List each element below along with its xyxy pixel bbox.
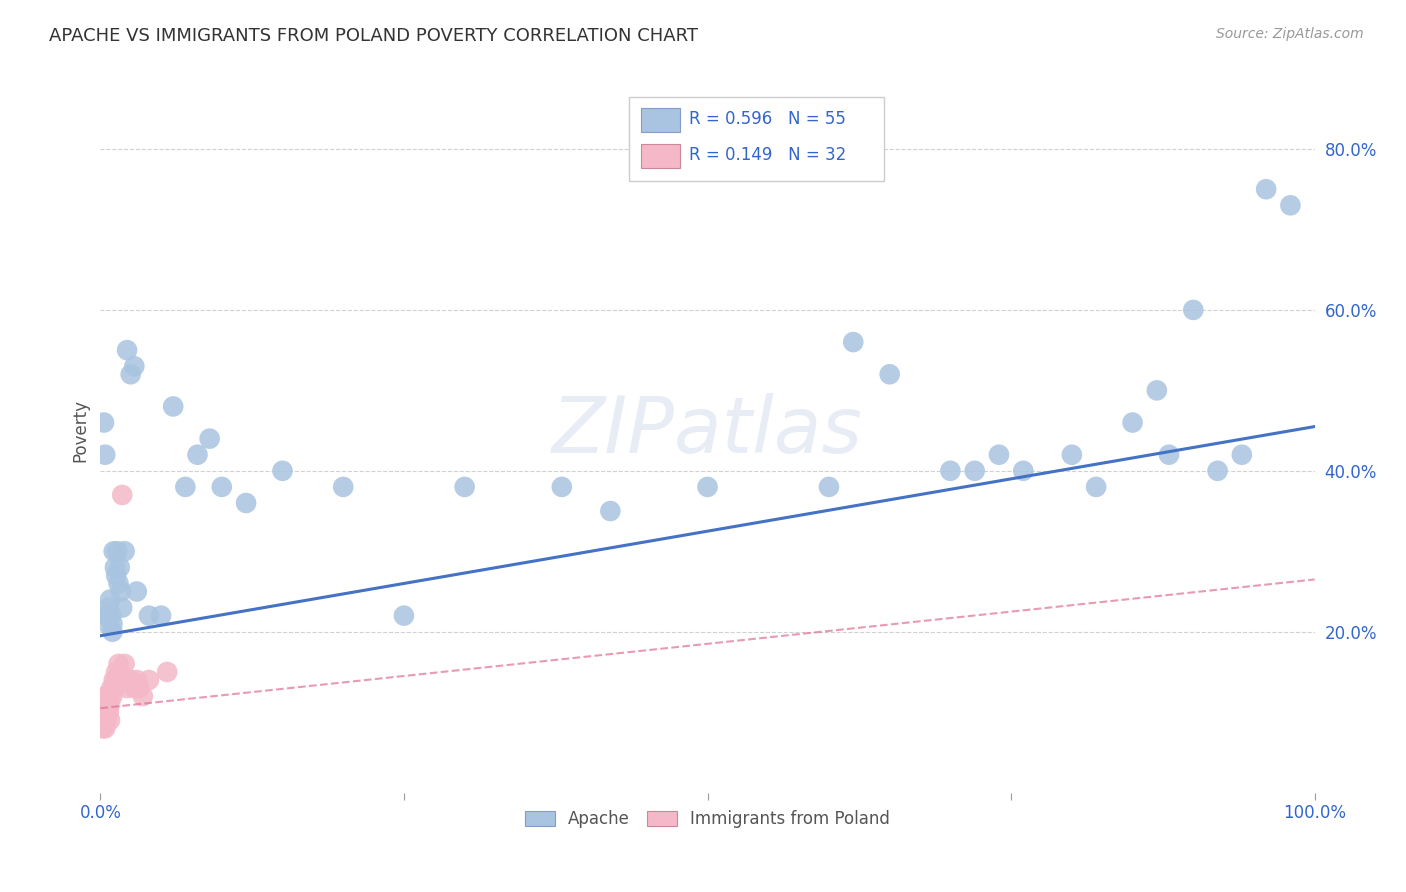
Point <box>101 616 124 631</box>
Point <box>94 721 117 735</box>
Point <box>125 584 148 599</box>
Point <box>115 343 138 358</box>
Point <box>332 480 354 494</box>
FancyBboxPatch shape <box>641 108 679 131</box>
Point <box>114 657 136 671</box>
Point <box>97 616 120 631</box>
Point <box>156 665 179 679</box>
Point <box>104 560 127 574</box>
Point <box>94 689 117 703</box>
Point <box>818 480 841 494</box>
Point <box>104 681 127 695</box>
Text: APACHE VS IMMIGRANTS FROM POLAND POVERTY CORRELATION CHART: APACHE VS IMMIGRANTS FROM POLAND POVERTY… <box>49 27 699 45</box>
Point <box>842 334 865 349</box>
Point <box>94 448 117 462</box>
Point <box>696 480 718 494</box>
Point <box>138 673 160 687</box>
Point <box>186 448 208 462</box>
Point <box>103 544 125 558</box>
Point <box>128 681 150 695</box>
Point <box>108 665 131 679</box>
Y-axis label: Poverty: Poverty <box>72 399 89 462</box>
Point <box>1279 198 1302 212</box>
Point <box>1230 448 1253 462</box>
Point <box>93 697 115 711</box>
Point <box>198 432 221 446</box>
Point <box>235 496 257 510</box>
Point <box>97 608 120 623</box>
Point <box>174 480 197 494</box>
Point <box>101 624 124 639</box>
Point <box>105 544 128 558</box>
Point <box>1157 448 1180 462</box>
Point <box>98 592 121 607</box>
Point <box>98 713 121 727</box>
Point <box>124 359 146 374</box>
Point <box>105 665 128 679</box>
FancyBboxPatch shape <box>628 97 883 181</box>
Point <box>98 697 121 711</box>
Point <box>91 721 114 735</box>
Point <box>111 600 134 615</box>
Point <box>271 464 294 478</box>
Point <box>105 568 128 582</box>
Point <box>97 689 120 703</box>
Point <box>101 689 124 703</box>
Point <box>162 400 184 414</box>
Point <box>1182 302 1205 317</box>
Point <box>96 713 118 727</box>
Point <box>96 608 118 623</box>
Point <box>111 488 134 502</box>
Point <box>120 368 142 382</box>
Point <box>108 560 131 574</box>
Point <box>963 464 986 478</box>
Point <box>93 705 115 719</box>
Point <box>110 584 132 599</box>
Point <box>105 673 128 687</box>
Point <box>1146 384 1168 398</box>
Point <box>1256 182 1278 196</box>
Point <box>114 544 136 558</box>
Point <box>96 705 118 719</box>
Point <box>93 416 115 430</box>
Point <box>988 448 1011 462</box>
Point <box>124 681 146 695</box>
Point <box>90 705 112 719</box>
Point <box>138 608 160 623</box>
Point <box>97 697 120 711</box>
Text: R = 0.596   N = 55: R = 0.596 N = 55 <box>689 111 846 128</box>
Point <box>211 480 233 494</box>
Point <box>107 657 129 671</box>
Point <box>551 480 574 494</box>
Point <box>91 713 114 727</box>
Point <box>392 608 415 623</box>
Point <box>1060 448 1083 462</box>
Point <box>107 576 129 591</box>
Point <box>100 681 122 695</box>
Point <box>100 608 122 623</box>
Point <box>939 464 962 478</box>
Point <box>453 480 475 494</box>
Point <box>103 673 125 687</box>
FancyBboxPatch shape <box>641 144 679 168</box>
Point <box>125 673 148 687</box>
Point <box>1012 464 1035 478</box>
Text: ZIPatlas: ZIPatlas <box>553 392 863 468</box>
Point <box>132 689 155 703</box>
Point <box>599 504 621 518</box>
Point <box>1122 416 1144 430</box>
Point <box>97 705 120 719</box>
Point <box>150 608 173 623</box>
Point <box>120 673 142 687</box>
Point <box>97 600 120 615</box>
Point <box>1206 464 1229 478</box>
Text: Source: ZipAtlas.com: Source: ZipAtlas.com <box>1216 27 1364 41</box>
Point <box>115 681 138 695</box>
Point <box>879 368 901 382</box>
Text: R = 0.149   N = 32: R = 0.149 N = 32 <box>689 146 846 164</box>
Point <box>1085 480 1108 494</box>
Legend: Apache, Immigrants from Poland: Apache, Immigrants from Poland <box>519 804 897 835</box>
